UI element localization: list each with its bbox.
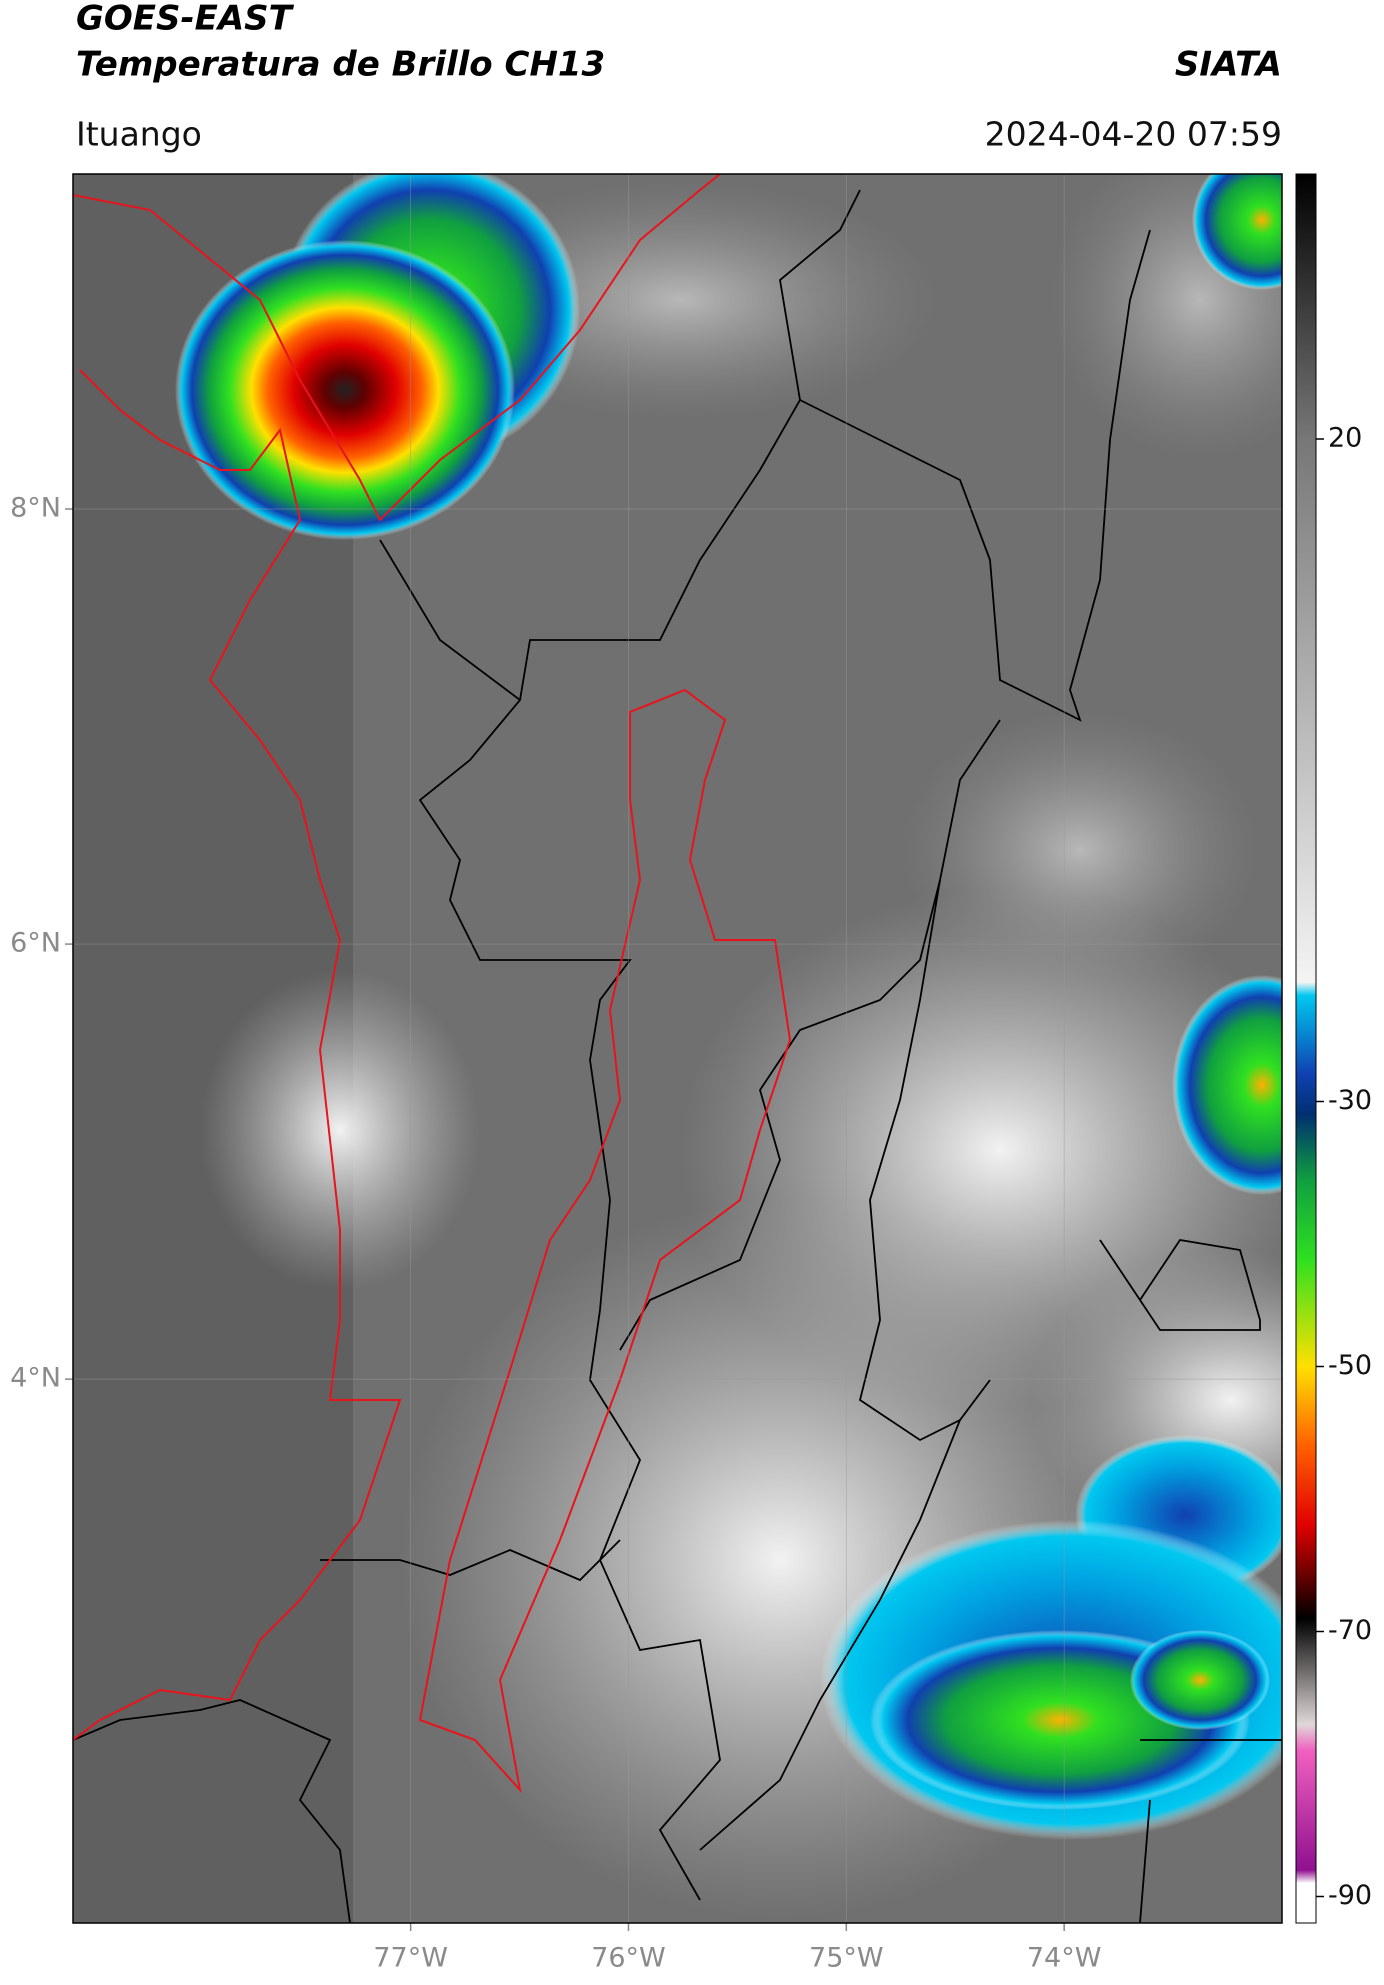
colorbar-tick-label: 20 <box>1328 423 1362 454</box>
basin-outline <box>73 174 792 1794</box>
x-tick-label: 75°W <box>809 1943 884 1974</box>
y-tick-label: 6°N <box>10 928 61 959</box>
storm-cell <box>1130 1630 1270 1730</box>
map-frame <box>72 173 1283 1924</box>
x-tick-label: 74°W <box>1027 1943 1102 1974</box>
colorbar-tick-label: -50 <box>1328 1350 1372 1381</box>
timestamp: 2024-04-20 07:59 <box>985 115 1282 154</box>
borders <box>73 189 1282 1923</box>
source: SIATA <box>1175 45 1282 85</box>
storm-cell <box>175 240 515 540</box>
y-tick-label: 8°N <box>10 493 61 524</box>
y-tick-label: 4°N <box>10 1363 61 1394</box>
x-tick-label: 77°W <box>373 1943 448 1974</box>
location: Ituango <box>76 115 202 154</box>
title: GOES-EAST <box>76 0 295 39</box>
colorbar-tick-label: -90 <box>1328 1880 1372 1911</box>
subtitle: Temperatura de Brillo CH13 <box>76 45 605 85</box>
colorbar <box>1295 173 1317 1924</box>
colorbar-tick-label: -30 <box>1328 1085 1372 1116</box>
cloud <box>900 710 1260 990</box>
cloud <box>200 970 480 1290</box>
colorbar-tick-label: -70 <box>1328 1615 1372 1646</box>
map-image <box>73 174 1282 1923</box>
x-tick-label: 76°W <box>591 1943 666 1974</box>
storm-cell <box>1192 174 1282 290</box>
axes: 77°W 76°W 75°W 74°W 8°N 6°N 4°N <box>10 174 1282 1974</box>
storm-cell <box>1172 975 1282 1195</box>
